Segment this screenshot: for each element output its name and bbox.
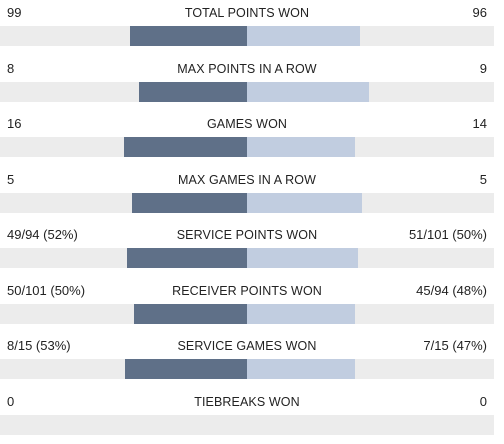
player2-stat-value: 7/15 (47%) <box>423 337 487 355</box>
stat-name: TOTAL POINTS WON <box>0 4 494 22</box>
stat-name: TIEBREAKS WON <box>0 393 494 411</box>
player2-stat-value: 0 <box>480 393 487 411</box>
player1-stat-bar <box>125 359 247 379</box>
player2-stat-bar <box>247 26 360 46</box>
stat-name: MAX GAMES IN A ROW <box>0 171 494 189</box>
player2-stat-bar <box>247 82 369 102</box>
player1-stat-bar <box>127 248 247 268</box>
player2-stat-value: 96 <box>473 4 487 22</box>
player2-stat-bar <box>247 248 358 268</box>
player1-stat-bar <box>134 304 247 324</box>
stat-name: SERVICE GAMES WON <box>0 337 494 355</box>
player1-stat-bar <box>139 82 247 102</box>
player2-stat-value: 14 <box>473 115 487 133</box>
player1-stat-bar <box>132 193 247 213</box>
stat-name: MAX POINTS IN A ROW <box>0 60 494 78</box>
player2-stat-bar <box>247 359 355 379</box>
player2-stat-value: 51/101 (50%) <box>409 226 487 244</box>
stat-name: GAMES WON <box>0 115 494 133</box>
player2-stat-bar <box>247 304 355 324</box>
player2-stat-bar <box>247 137 355 157</box>
player2-stat-value: 45/94 (48%) <box>416 282 487 300</box>
player2-stat-bar <box>247 193 362 213</box>
player1-stat-bar <box>130 26 247 46</box>
player1-stat-bar <box>124 137 247 157</box>
player2-stat-value: 9 <box>480 60 487 78</box>
player2-stat-value: 5 <box>480 171 487 189</box>
stat-bar-track <box>0 415 494 435</box>
